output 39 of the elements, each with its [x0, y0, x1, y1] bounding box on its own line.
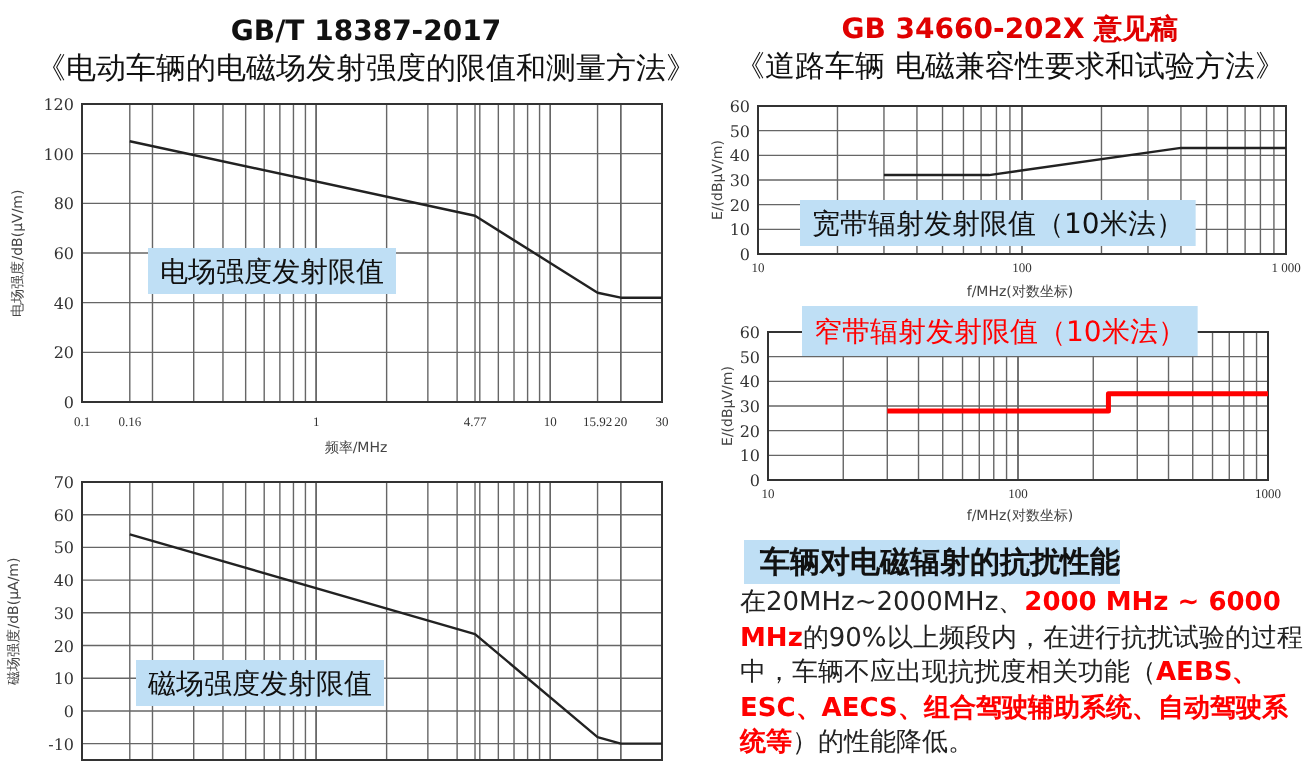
- y-tick-label: 0: [739, 246, 750, 264]
- y-tick-label: 0: [749, 472, 760, 490]
- y-tick-label: 10: [739, 447, 760, 466]
- y-tick-label: 60: [729, 98, 750, 116]
- y-tick-label: 40: [739, 373, 760, 392]
- y-tick-label: 100: [43, 145, 74, 164]
- y-tick-label: 120: [43, 96, 74, 114]
- y-tick-label: 70: [53, 474, 74, 492]
- chart-title: GB/T 18387-2017: [230, 16, 502, 48]
- y-tick-label: -10: [48, 735, 74, 754]
- y-tick-label: 50: [739, 348, 760, 367]
- chart-subtitle: 《电动车辆的电磁场发射强度的限值和测量方法》: [36, 50, 696, 86]
- y-tick-label: 10: [729, 221, 750, 240]
- y-tick-label: 40: [53, 572, 74, 591]
- y-tick-label: 40: [729, 147, 750, 166]
- chart-title: GB 34660-202X 意见稿: [841, 12, 1179, 46]
- y-tick-label: 60: [53, 506, 74, 525]
- y-tick-label: 60: [739, 324, 760, 342]
- y-tick-label: 20: [53, 637, 74, 656]
- y-tick-label: 0: [63, 394, 74, 412]
- y-tick-label: 50: [53, 539, 74, 558]
- chart-subtitle: 《道路车辆 电磁兼容性要求和试验方法》: [735, 48, 1285, 84]
- text: 车辆对电磁辐射的抗扰性能: [758, 544, 1122, 580]
- y-tick-label: 50: [729, 122, 750, 141]
- y-tick-label: 30: [53, 604, 74, 623]
- annotation: 磁场强度发射限值: [146, 669, 372, 701]
- y-tick-label: 80: [53, 195, 74, 214]
- y-tick-label: 0: [63, 702, 74, 721]
- y-tick-label: 30: [739, 398, 760, 416]
- y-tick-label: 10: [53, 670, 74, 689]
- annotation: 窄带辐射发射限值（10米法）: [814, 317, 1186, 349]
- y-tick-label: 60: [53, 245, 74, 263]
- text: 在20MHz~2000MHz、2000 MHz ~ 6000 MHz的90%以上频段内，在进行抗扰试验的过程中，车辆不应出现抗扰度相关功能（AEBS、ESC、AECS、组合驾驶辅助系统、自动驾驶系统等）的性能降低。: [740, 588, 1303, 758]
- y-tick-label: 20: [53, 344, 74, 363]
- annotation: 电场强度发射限值: [160, 257, 384, 289]
- y-tick-label: 40: [53, 294, 74, 313]
- y-tick-label: 20: [729, 196, 750, 215]
- annotation: 宽带辐射发射限值（10米法）: [812, 209, 1184, 241]
- y-tick-label: 30: [729, 172, 750, 190]
